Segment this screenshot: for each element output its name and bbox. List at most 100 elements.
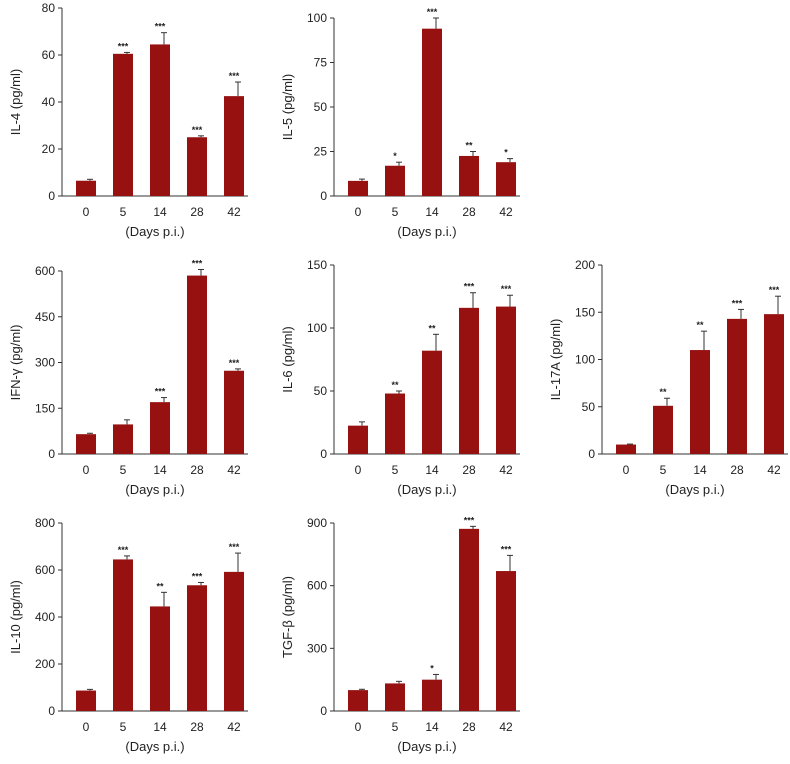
chart-il-6-significance-42: ***	[501, 284, 512, 294]
chart-il-5-bar-14	[422, 28, 442, 197]
chart-il-5-y-tick-label: 25	[314, 145, 328, 159]
chart-ifn-gamma-y-tick-label: 0	[48, 447, 55, 461]
chart-il-17a-x-axis-title: (Days p.i.)	[665, 482, 724, 497]
chart-il-4-x-tick-label-14: 14	[153, 205, 167, 219]
chart-il-10-significance-5: ***	[118, 545, 129, 555]
chart-il-5-panel: 0 25 50 75 100 0 * 5 *** 14 ** 28 * 42 (Days p.i.) IL-5…	[280, 7, 520, 239]
chart-il-4-bar-14	[150, 44, 170, 196]
chart-il-6-x-axis-title: (Days p.i.)	[397, 482, 456, 497]
chart-il-4-x-tick-label-28: 28	[190, 205, 204, 219]
chart-il-17a-x-tick-label-28: 28	[730, 463, 744, 477]
chart-il-4-y-tick-label: 20	[42, 142, 56, 156]
chart-ifn-gamma-x-tick-label-28: 28	[190, 463, 204, 477]
chart-ifn-gamma-bar-5	[113, 424, 133, 454]
chart-tgf-beta-x-tick-label-0: 0	[355, 720, 362, 734]
chart-il-10-bar-14	[150, 606, 170, 711]
chart-il-10-x-tick-label-0: 0	[83, 720, 90, 734]
chart-tgf-beta-x-tick-label-42: 42	[499, 720, 513, 734]
chart-il-4-y-axis-title: IL-4 (pg/ml)	[8, 69, 23, 135]
chart-il-4-significance-42: ***	[229, 71, 240, 81]
chart-tgf-beta-x-tick-label-28: 28	[462, 720, 476, 734]
chart-il-5-significance-28: **	[465, 141, 473, 151]
chart-tgf-beta-bar-5	[385, 683, 405, 711]
chart-il-5-x-axis-title: (Days p.i.)	[397, 224, 456, 239]
chart-tgf-beta-significance-42: ***	[501, 544, 512, 554]
chart-il-5-bar-5	[385, 165, 405, 196]
chart-il-5-x-tick-label-0: 0	[355, 205, 362, 219]
chart-ifn-gamma-y-axis-title: IFN-γ (pg/ml)	[8, 325, 23, 401]
chart-il-17a-significance-42: ***	[769, 285, 780, 295]
chart-ifn-gamma-significance-14: ***	[155, 387, 166, 397]
chart-tgf-beta-y-axis-title: TGF-β (pg/ml)	[280, 576, 295, 658]
chart-il-17a-y-tick-label: 100	[575, 353, 595, 367]
chart-il-10-x-tick-label-5: 5	[120, 720, 127, 734]
chart-il-4-x-tick-label-0: 0	[83, 205, 90, 219]
chart-il-4-y-tick-label: 80	[42, 1, 56, 15]
chart-ifn-gamma-significance-28: ***	[192, 258, 203, 268]
chart-il-5-significance-14: ***	[427, 7, 438, 17]
chart-il-6-x-tick-label-14: 14	[425, 463, 439, 477]
chart-il-10-x-tick-label-28: 28	[190, 720, 204, 734]
chart-il-6-bar-42	[496, 306, 516, 454]
chart-il-5-bar-0	[348, 180, 368, 196]
chart-il-5-y-tick-label: 50	[314, 100, 328, 114]
chart-tgf-beta-bar-0	[348, 690, 368, 711]
chart-il-4-y-tick-label: 60	[42, 48, 56, 62]
chart-tgf-beta-y-tick-label: 900	[307, 516, 327, 530]
chart-il-5-bar-42	[496, 162, 516, 196]
chart-tgf-beta-y-tick-label: 300	[307, 641, 327, 655]
chart-ifn-gamma-bar-14	[150, 402, 170, 454]
chart-il-5-bar-28	[459, 155, 479, 196]
chart-il-4-bar-0	[76, 180, 96, 196]
chart-ifn-gamma-bar-28	[187, 275, 207, 454]
chart-il-5-significance-5: *	[393, 151, 397, 161]
chart-il-6-bar-14	[422, 350, 442, 454]
chart-il-6-y-tick-label: 0	[320, 447, 327, 461]
chart-il-6-panel: 0 50 100 150 0 ** 5 ** 14 *** 28 *** 42 (Days p.i.) IL…	[280, 258, 520, 497]
chart-il-10-bar-0	[76, 690, 96, 711]
chart-il-17a-bar-42	[764, 314, 784, 454]
chart-il-6-y-tick-label: 150	[307, 258, 327, 272]
chart-tgf-beta-x-axis-title: (Days p.i.)	[397, 739, 456, 754]
chart-il-6-y-tick-label: 100	[307, 321, 327, 335]
chart-ifn-gamma-significance-42: ***	[229, 358, 240, 368]
chart-il-17a-y-tick-label: 50	[582, 400, 596, 414]
chart-il-17a-y-axis-title: IL-17A (pg/ml)	[548, 319, 563, 401]
chart-ifn-gamma-x-tick-label-14: 14	[153, 463, 167, 477]
chart-il-5-x-tick-label-42: 42	[499, 205, 513, 219]
chart-il-10-x-axis-title: (Days p.i.)	[125, 739, 184, 754]
chart-il-10-panel: 0 200 400 600 800 0 *** 5 ** 14 *** 28 *** 42 (Days p.…	[8, 516, 248, 754]
chart-il-6-y-tick-label: 50	[314, 384, 328, 398]
chart-il-6-y-axis-title: IL-6 (pg/ml)	[280, 326, 295, 392]
chart-ifn-gamma-x-tick-label-0: 0	[83, 463, 90, 477]
chart-il-17a-bar-28	[727, 318, 747, 454]
chart-il-10-y-axis-title: IL-10 (pg/ml)	[8, 580, 23, 654]
chart-il-10-y-tick-label: 600	[35, 563, 55, 577]
chart-il-10-significance-28: ***	[192, 571, 203, 581]
chart-il-5-y-tick-label: 0	[320, 189, 327, 203]
chart-il-6-bar-0	[348, 425, 368, 454]
chart-il-17a-x-tick-label-0: 0	[623, 463, 630, 477]
chart-il-4-x-tick-label-5: 5	[120, 205, 127, 219]
chart-il-17a-x-tick-label-42: 42	[767, 463, 781, 477]
chart-tgf-beta-significance-14: *	[430, 663, 434, 673]
chart-il-17a-x-tick-label-5: 5	[660, 463, 667, 477]
chart-ifn-gamma-x-axis-title: (Days p.i.)	[125, 482, 184, 497]
chart-il-17a-y-tick-label: 0	[588, 447, 595, 461]
chart-ifn-gamma-y-tick-label: 300	[35, 356, 55, 370]
chart-tgf-beta-x-tick-label-14: 14	[425, 720, 439, 734]
chart-tgf-beta-y-tick-label: 0	[320, 704, 327, 718]
chart-il-6-bar-5	[385, 393, 405, 454]
chart-il-10-y-tick-label: 200	[35, 657, 55, 671]
chart-il-6-significance-28: ***	[464, 282, 475, 292]
chart-il-4-bar-28	[187, 137, 207, 196]
chart-ifn-gamma-panel: 0 150 300 450 600 0 5 *** 14 *** 28 *** 42 (Days p.i.…	[8, 258, 248, 497]
chart-il-6-significance-14: **	[428, 323, 436, 333]
chart-il-10-y-tick-label: 0	[48, 704, 55, 718]
chart-il-5-y-tick-label: 100	[307, 11, 327, 25]
chart-ifn-gamma-y-tick-label: 600	[35, 264, 55, 278]
chart-ifn-gamma-bar-0	[76, 434, 96, 454]
chart-il-5-x-tick-label-28: 28	[462, 205, 476, 219]
